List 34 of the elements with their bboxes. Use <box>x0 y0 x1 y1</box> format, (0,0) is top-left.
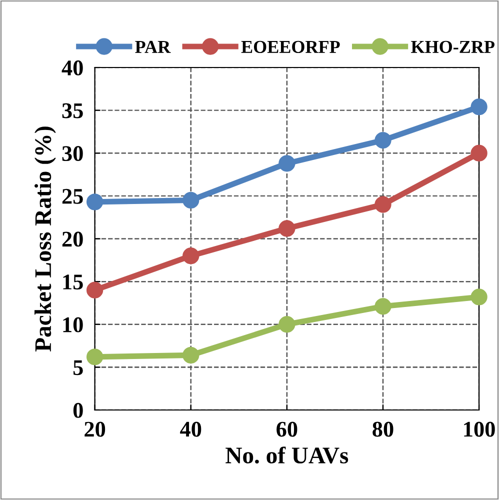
y-tick-label: 30 <box>62 146 83 162</box>
x-axis-title: No. of UAVs <box>226 446 348 464</box>
y-tick-label: 0 <box>73 402 83 418</box>
x-tick-label: 20 <box>84 422 106 437</box>
y-tick-label: 10 <box>63 317 83 332</box>
legend-label: KHO-ZRP <box>411 40 494 53</box>
point <box>182 346 200 364</box>
x-tick-label: 40 <box>180 422 202 437</box>
y-axis-title: Packet Loss Ratio (%) <box>34 126 56 352</box>
point <box>278 155 296 172</box>
point <box>374 298 392 315</box>
point <box>86 282 104 298</box>
point <box>86 348 104 366</box>
y-tick-label: 35 <box>62 103 83 118</box>
point <box>470 288 488 306</box>
y-tick-label: 40 <box>62 60 83 76</box>
point <box>182 192 200 209</box>
point <box>374 196 392 213</box>
y-tick-label: 15 <box>63 274 83 290</box>
y-tick-label: 20 <box>62 232 83 247</box>
x-tick-label: 60 <box>276 422 298 437</box>
point <box>278 220 296 237</box>
legend-label: EOEEORFP <box>241 40 340 53</box>
y-tick-label: 5 <box>73 360 83 376</box>
x-tick-label: 100 <box>464 422 495 437</box>
y-tick-label: 25 <box>62 188 83 204</box>
legend-label: PAR <box>135 40 171 53</box>
point <box>182 248 200 264</box>
point <box>470 144 488 162</box>
x-tick-label: 80 <box>372 422 394 437</box>
point <box>86 194 104 210</box>
point <box>470 98 488 116</box>
point <box>278 316 296 333</box>
point <box>374 132 392 149</box>
